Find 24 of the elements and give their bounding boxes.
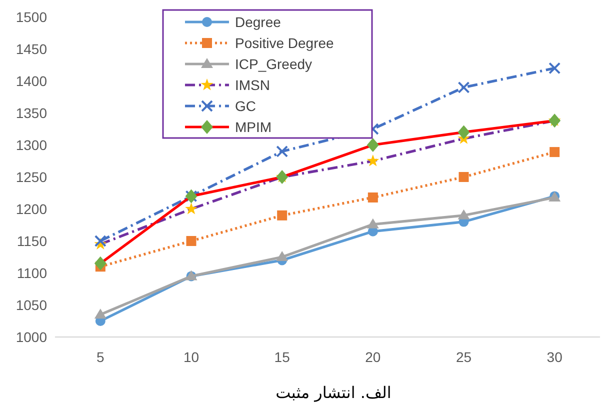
y-tick-label: 1350 [16,105,48,121]
y-tick-label: 1150 [16,233,48,249]
y-tick-label: 1000 [16,329,48,345]
legend-label: Degree [235,14,282,30]
x-tick-label: 15 [274,349,290,365]
x-tick-label: 10 [183,349,200,365]
y-tick-label: 1050 [16,297,48,313]
legend-label: IMSN [235,77,270,93]
x-tick-label: 20 [365,349,381,365]
y-tick-label: 1400 [16,73,48,89]
y-tick-label: 1200 [16,201,48,217]
legend-label: GC [235,98,256,114]
x-tick-label: 5 [96,349,105,365]
x-tick-label: 30 [546,349,563,365]
x-axis-title: الف. انتشار مثبت [276,383,392,402]
x-tick-label: 25 [456,349,472,365]
legend-label: Positive Degree [235,35,334,51]
legend-label: ICP_Greedy [235,56,312,72]
y-tick-label: 1300 [16,137,48,153]
y-tick-label: 1450 [16,41,48,57]
legend-label: MPIM [235,119,272,135]
y-tick-label: 1250 [16,169,48,185]
y-tick-label: 1500 [16,9,48,25]
y-tick-label: 1100 [16,265,48,281]
